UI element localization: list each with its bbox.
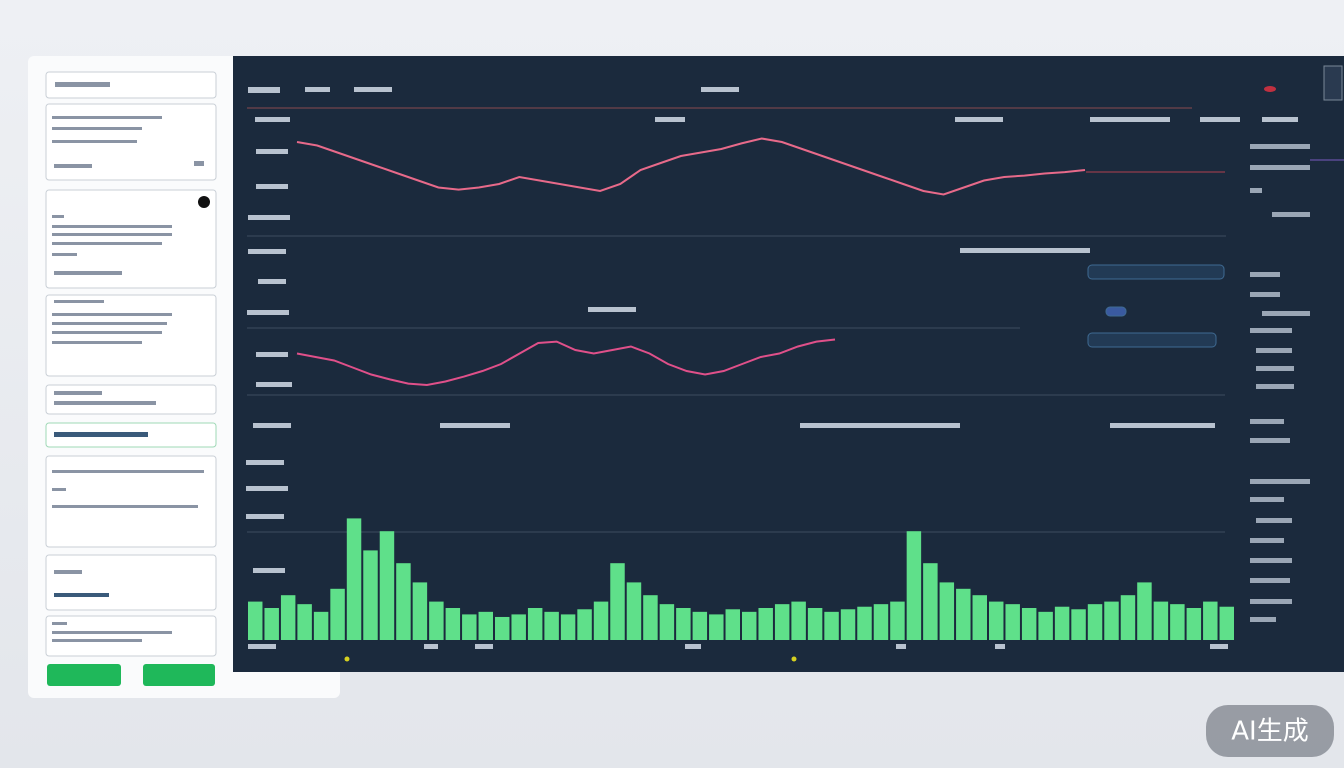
volume-bar — [280, 595, 296, 640]
volume-bar — [1038, 611, 1053, 640]
label-placeholders — [246, 87, 1298, 649]
volume-bar — [758, 608, 773, 640]
volume-bar — [840, 609, 856, 640]
volume-bar — [577, 609, 592, 640]
volume-bar — [363, 550, 378, 640]
volume-bar — [1054, 606, 1070, 640]
volume-bar — [544, 611, 559, 640]
volume-bar — [346, 518, 362, 640]
volume-bar — [1137, 582, 1152, 640]
volume-bar — [890, 601, 905, 640]
indicator — [1264, 86, 1276, 92]
volume-bar — [626, 582, 642, 640]
volume-bar — [412, 582, 428, 640]
volume-bar — [1120, 595, 1136, 640]
volume-bar — [445, 608, 461, 640]
price-line — [296, 137, 1086, 196]
volume-bar — [379, 531, 395, 640]
volume-bar — [313, 611, 329, 640]
marker — [791, 656, 797, 662]
volume-bar — [659, 604, 675, 640]
volume-bar — [643, 595, 658, 640]
volume-bar — [1203, 601, 1218, 640]
volume-bar — [330, 588, 345, 640]
volume-bar — [791, 601, 806, 640]
button[interactable] — [143, 664, 215, 686]
volume-bar — [396, 563, 411, 640]
volume-bar — [429, 601, 444, 640]
pills — [1087, 264, 1225, 348]
button[interactable] — [47, 664, 121, 686]
volume-bar — [692, 611, 708, 640]
volume-bar — [676, 608, 691, 640]
volume-bar — [1005, 604, 1020, 640]
volume-bar — [824, 611, 839, 640]
cards — [45, 71, 217, 657]
volume-bar — [1170, 604, 1185, 640]
watermark: AI生成 — [1231, 717, 1308, 747]
volume-bar — [495, 616, 510, 640]
marker — [344, 656, 350, 662]
right-column — [1250, 144, 1310, 622]
volume-bar — [709, 614, 724, 640]
volume-bar — [1071, 609, 1086, 640]
volume-bar — [939, 582, 955, 640]
volume-bar — [1021, 608, 1037, 640]
volume-bar — [1219, 606, 1234, 640]
volume-bar — [956, 588, 971, 640]
volume-bar — [1104, 601, 1119, 640]
volume-bar — [610, 563, 625, 640]
volume-bar — [593, 601, 609, 640]
volume-bar — [725, 609, 740, 640]
price-line — [296, 338, 836, 387]
watermark-badge — [1206, 705, 1334, 757]
volume-bar — [248, 601, 263, 640]
icon[interactable] — [1323, 65, 1343, 101]
chart-panel — [233, 56, 1344, 672]
volume-bar — [478, 611, 493, 640]
volume-bar — [774, 604, 790, 640]
volume-bar — [560, 614, 576, 640]
volume-bar — [264, 608, 279, 640]
toggle[interactable] — [198, 196, 210, 208]
volume-bar — [297, 604, 312, 640]
volume-bar — [1186, 608, 1202, 640]
volume-bar — [1153, 601, 1169, 640]
volume-bar — [742, 611, 757, 640]
volume-bar — [527, 608, 543, 640]
volume-bar — [906, 531, 922, 640]
volume-bar — [972, 595, 987, 640]
volume-bar — [989, 601, 1004, 640]
volume-bar — [511, 614, 526, 640]
volume-bar — [462, 614, 477, 640]
volume-bar — [873, 604, 889, 640]
volume-bar — [923, 563, 938, 640]
volume-bar — [857, 606, 872, 640]
text-placeholders — [52, 82, 204, 642]
divider-lines — [247, 107, 1344, 533]
volume-bar — [807, 608, 823, 640]
volume-bar — [1087, 604, 1103, 640]
